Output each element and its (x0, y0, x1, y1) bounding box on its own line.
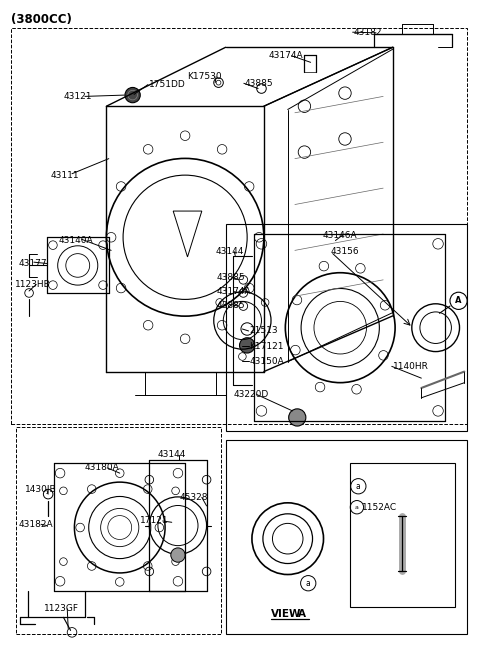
Text: K17530: K17530 (188, 72, 222, 81)
Text: 1140HR: 1140HR (393, 362, 429, 371)
Bar (11, 28, 467, 424)
Text: 43144: 43144 (158, 450, 186, 459)
Text: 43180A: 43180A (85, 463, 120, 472)
Text: 43156: 43156 (331, 247, 360, 256)
Text: K17121: K17121 (250, 342, 284, 351)
Text: 1430JB: 1430JB (25, 485, 57, 494)
Text: 43885: 43885 (245, 79, 274, 88)
Text: 17121: 17121 (140, 517, 168, 526)
Text: a: a (356, 482, 361, 491)
Text: 1123GF: 1123GF (44, 604, 79, 613)
Text: 43121: 43121 (63, 92, 92, 101)
Text: 43146A: 43146A (322, 231, 357, 240)
Text: 45328: 45328 (180, 493, 208, 502)
Text: VIEW: VIEW (271, 609, 301, 619)
Circle shape (171, 548, 185, 562)
Text: a: a (355, 505, 359, 510)
Text: 21513: 21513 (250, 326, 278, 336)
Text: 43111: 43111 (50, 170, 79, 180)
Text: 43220D: 43220D (234, 390, 269, 399)
Text: 1123HB: 1123HB (15, 280, 50, 289)
Text: 43150A: 43150A (250, 357, 284, 366)
Text: 43140A: 43140A (59, 236, 93, 245)
Text: A: A (298, 609, 306, 619)
Bar (350, 463, 455, 607)
Text: 43885: 43885 (216, 273, 245, 282)
Text: 43177: 43177 (18, 259, 47, 268)
Text: 43174A: 43174A (269, 51, 303, 61)
Text: 43174A: 43174A (216, 287, 251, 296)
Bar (16, 427, 221, 634)
Circle shape (288, 409, 306, 426)
Text: a: a (306, 579, 311, 588)
Text: 43182A: 43182A (18, 520, 53, 529)
Circle shape (125, 88, 140, 103)
Bar (226, 224, 467, 430)
Text: A: A (456, 296, 462, 305)
Circle shape (240, 338, 255, 353)
Text: 43144: 43144 (215, 247, 243, 256)
Text: 43182: 43182 (354, 28, 382, 37)
Text: (3800CC): (3800CC) (11, 13, 72, 26)
Text: 1751DD: 1751DD (149, 80, 186, 89)
Bar (226, 440, 467, 634)
Text: 43885: 43885 (216, 301, 245, 310)
Text: 1152AC: 1152AC (362, 503, 397, 512)
